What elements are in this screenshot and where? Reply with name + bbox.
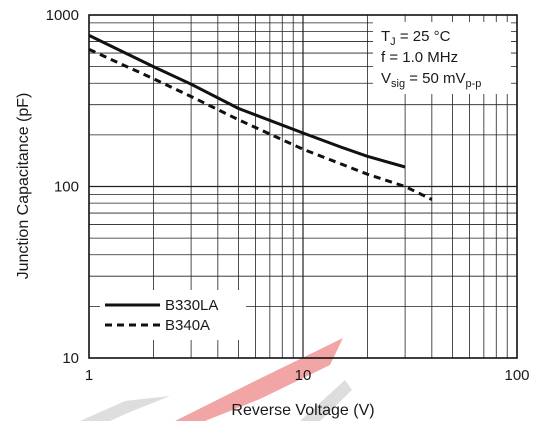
y-tick-label: 10 (62, 350, 79, 367)
condition-vsig: Vsig = 50 mVp-p (381, 70, 481, 90)
plot-grid (89, 15, 517, 358)
tick-labels: 1 10 100 10 100 1000 (46, 7, 530, 384)
watermark-gray-stroke-right (300, 380, 352, 421)
series-line-b340a (88, 48, 433, 201)
plot-frame (88, 14, 518, 359)
x-tick-label: 10 (295, 367, 312, 384)
series-layer (88, 34, 433, 201)
legend-label-b340a: B340A (165, 317, 210, 334)
condition-tj: TJ = 25 °C (381, 28, 451, 48)
legend-bg (100, 290, 246, 340)
y-tick-label: 100 (54, 179, 79, 196)
x-tick-label: 1 (85, 367, 93, 384)
y-axis-title: Junction Capacitance (pF) (15, 93, 32, 280)
x-tick-label: 100 (504, 367, 529, 384)
legend-label-b330la: B330LA (165, 297, 218, 314)
x-axis-title: Reverse Voltage (V) (231, 402, 374, 419)
conditions-box-bg (373, 22, 511, 94)
watermark-gray-stroke (80, 396, 170, 421)
series-line-b330la (88, 34, 406, 169)
y-tick-label: 1000 (46, 7, 79, 24)
legend: B330LA B340A (100, 290, 246, 340)
condition-frequency: f = 1.0 MHz (381, 49, 458, 66)
conditions-box: TJ = 25 °C f = 1.0 MHz Vsig = 50 mVp-p (373, 22, 511, 94)
